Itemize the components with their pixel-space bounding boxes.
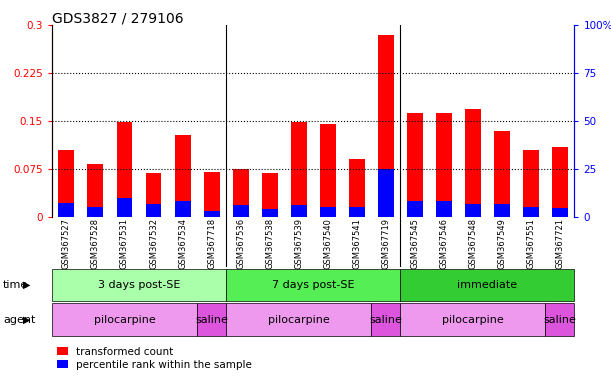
Bar [262,209,277,217]
Bar [378,169,393,217]
Text: pilocarpine: pilocarpine [93,314,155,325]
Text: 3 days post-SE: 3 days post-SE [98,280,180,290]
Bar [465,109,481,217]
Text: GDS3827 / 279106: GDS3827 / 279106 [52,12,183,25]
Text: time: time [3,280,28,290]
Bar [87,207,103,217]
Bar [371,303,400,336]
Bar [552,208,568,217]
Bar [523,150,539,217]
Bar [175,201,191,217]
Bar [226,269,400,301]
Text: ▶: ▶ [23,280,31,290]
Bar [320,207,335,217]
Bar [145,174,161,217]
Bar [546,303,574,336]
Legend: transformed count, percentile rank within the sample: transformed count, percentile rank withi… [57,347,252,370]
Bar [436,113,452,217]
Bar [407,113,423,217]
Bar [233,169,249,217]
Text: saline: saline [543,314,576,325]
Bar [87,164,103,217]
Bar [378,35,393,217]
Bar [465,204,481,217]
Text: immediate: immediate [457,280,518,290]
Text: pilocarpine: pilocarpine [442,314,503,325]
Text: agent: agent [3,314,35,325]
Bar [197,303,226,336]
Bar [291,122,307,217]
Bar [145,204,161,217]
Text: saline: saline [369,314,402,325]
Text: 7 days post-SE: 7 days post-SE [272,280,354,290]
Bar [400,269,574,301]
Bar [52,269,226,301]
Text: pilocarpine: pilocarpine [268,314,329,325]
Bar [117,198,133,217]
Text: ▶: ▶ [23,314,31,325]
Bar [523,207,539,217]
Bar [349,159,365,217]
Bar [233,205,249,217]
Bar [552,147,568,217]
Bar [436,201,452,217]
Bar [349,207,365,217]
Bar [175,135,191,217]
Bar [59,203,75,217]
Text: saline: saline [195,314,228,325]
Bar [226,303,371,336]
Bar [262,174,277,217]
Bar [320,124,335,217]
Bar [203,172,219,217]
Bar [494,131,510,217]
Bar [291,205,307,217]
Bar [407,201,423,217]
Bar [117,122,133,217]
Bar [494,204,510,217]
Bar [59,150,75,217]
Bar [203,210,219,217]
Bar [52,303,197,336]
Bar [400,303,546,336]
